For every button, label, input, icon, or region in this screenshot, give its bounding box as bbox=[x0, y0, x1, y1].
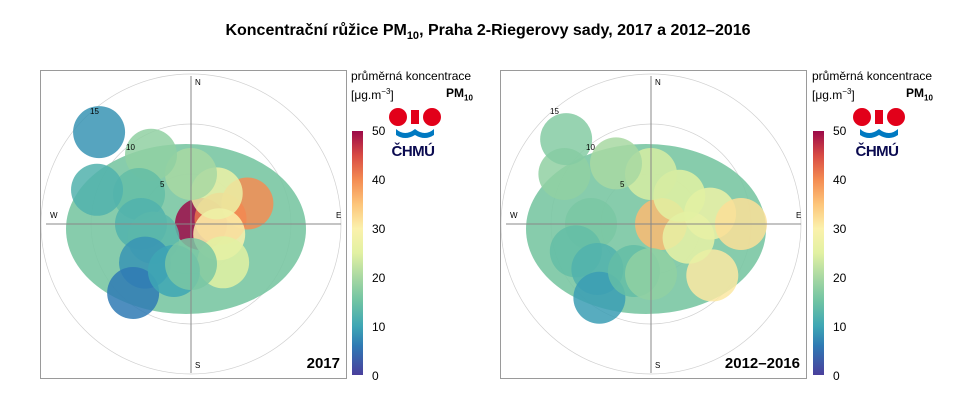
colorbar bbox=[352, 131, 363, 375]
concentration-field bbox=[526, 113, 767, 324]
concentration-point bbox=[125, 128, 177, 181]
legend-title: průměrná koncentrace [μg.m−3] bbox=[351, 69, 472, 102]
rose-panel-2012-2016: N E S W 5 10 15 2012–2016 bbox=[500, 70, 807, 379]
figure-title: Koncentrační růžice PM10, Praha 2-Rieger… bbox=[225, 22, 751, 43]
rose-chart-2017: N E S W 5 10 15 bbox=[41, 73, 341, 375]
compass-label: S bbox=[655, 361, 660, 370]
chmu-logo: ČHMÚ bbox=[388, 107, 448, 167]
rose-plot-area: N E S W 5 10 15 bbox=[41, 73, 341, 375]
concentration-field bbox=[66, 106, 306, 319]
compass-label: W bbox=[510, 211, 518, 220]
radial-tick: 5 bbox=[160, 180, 165, 189]
colorbar-tick: 50 bbox=[833, 124, 847, 138]
compass-label: E bbox=[336, 211, 341, 220]
colorbar-tick: 0 bbox=[833, 369, 840, 383]
chmu-logo-icon bbox=[389, 108, 441, 138]
colorbar-tick: 10 bbox=[833, 320, 847, 334]
period-label: 2012–2016 bbox=[724, 355, 800, 372]
rose-panel-2017: N E S W 5 10 15 2017 bbox=[40, 70, 347, 379]
colorbar-tick: 30 bbox=[372, 222, 386, 236]
colorbar-tick: 10 bbox=[372, 320, 386, 334]
radial-tick: 10 bbox=[126, 143, 135, 152]
radial-tick: 5 bbox=[620, 180, 625, 189]
period-label: 2017 bbox=[306, 355, 340, 372]
compass-label: S bbox=[195, 361, 200, 370]
colorbar-tick: 30 bbox=[833, 222, 847, 236]
compass-label: N bbox=[655, 78, 661, 87]
colorbar-tick: 20 bbox=[833, 271, 847, 285]
rose-chart-2012-2016: N E S W 5 10 15 bbox=[501, 73, 801, 375]
concentration-point bbox=[686, 249, 739, 302]
legend-pollutant: PM10 bbox=[446, 86, 473, 103]
colorbar-tick: 50 bbox=[372, 124, 386, 138]
radial-tick: 10 bbox=[586, 143, 595, 152]
radial-tick: 15 bbox=[90, 107, 99, 116]
legend-title: průměrná koncentrace [μg.m−3] bbox=[812, 69, 933, 102]
concentration-point bbox=[540, 113, 593, 166]
compass-label: E bbox=[796, 211, 801, 220]
concentration-point bbox=[71, 163, 124, 216]
colorbar bbox=[813, 131, 824, 375]
chmu-logo-text: ČHMÚ bbox=[391, 143, 436, 160]
colorbar-tick: 40 bbox=[372, 173, 386, 187]
concentration-point bbox=[73, 106, 126, 159]
colorbar-tick: 20 bbox=[372, 271, 386, 285]
concentration-point bbox=[590, 137, 642, 190]
colorbar-tick: 0 bbox=[372, 369, 379, 383]
legend-pollutant: PM10 bbox=[906, 86, 933, 103]
compass-label: N bbox=[195, 78, 201, 87]
chmu-logo-text: ČHMÚ bbox=[855, 143, 900, 160]
radial-tick: 15 bbox=[550, 107, 559, 116]
concentration-point bbox=[662, 211, 715, 264]
colorbar-tick: 40 bbox=[833, 173, 847, 187]
compass-label: W bbox=[50, 211, 58, 220]
rose-plot-area: N E S W 5 10 15 bbox=[501, 73, 801, 375]
concentration-point bbox=[107, 266, 160, 319]
chmu-logo-icon bbox=[853, 108, 905, 138]
chmu-logo: ČHMÚ bbox=[852, 107, 912, 167]
